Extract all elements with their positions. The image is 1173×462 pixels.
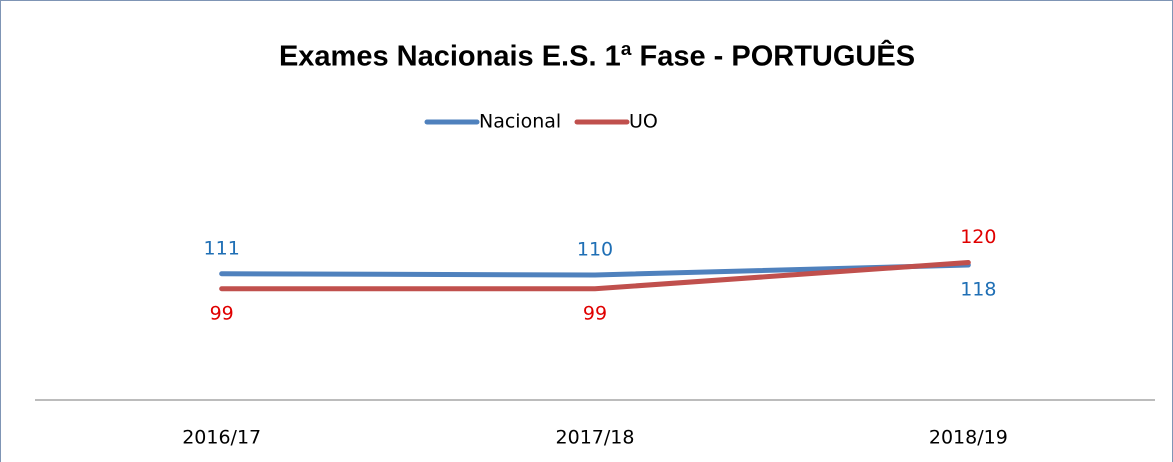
data-label: 99	[210, 302, 234, 324]
chart-title: Exames Nacionais E.S. 1ª Fase - PORTUGUÊ…	[279, 39, 915, 73]
data-label: 118	[960, 279, 996, 301]
series-line	[219, 260, 971, 292]
data-label: 120	[960, 226, 996, 248]
x-tick-label: 2017/18	[556, 427, 635, 449]
legend-label: Nacional	[479, 111, 561, 133]
legend-label: UO	[629, 111, 658, 133]
data-label: 110	[577, 239, 613, 261]
series-line	[219, 262, 971, 278]
x-tick-label: 2016/17	[182, 427, 261, 449]
data-label: 99	[583, 302, 607, 324]
data-label: 111	[204, 237, 240, 259]
x-tick-label: 2018/19	[929, 427, 1008, 449]
